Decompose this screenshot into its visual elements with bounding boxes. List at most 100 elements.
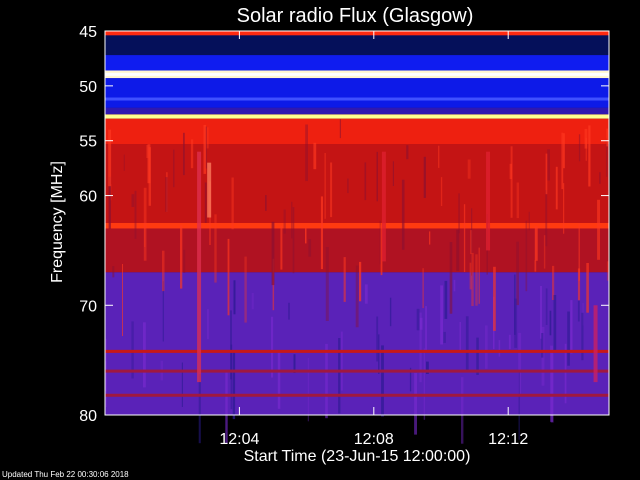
noise-streak bbox=[545, 288, 548, 325]
noise-streak bbox=[416, 308, 420, 331]
plot-area bbox=[104, 30, 610, 444]
updated-timestamp: Updated Thu Feb 22 00:30:06 2018 bbox=[2, 470, 129, 479]
noise-streak bbox=[305, 124, 308, 182]
noise-streak bbox=[459, 322, 461, 353]
noise-streak bbox=[588, 125, 591, 187]
noise-streak bbox=[493, 266, 496, 331]
noise-streak bbox=[581, 312, 584, 361]
noise-streak bbox=[320, 196, 323, 270]
noise-streak bbox=[225, 371, 228, 444]
noise-streak bbox=[364, 284, 368, 304]
burst bbox=[197, 151, 202, 383]
noise-streak bbox=[563, 133, 565, 169]
noise-streak bbox=[232, 350, 236, 420]
y-tick-label: 70 bbox=[79, 298, 97, 315]
noise-streak bbox=[280, 225, 283, 270]
noise-streak bbox=[456, 229, 460, 272]
burst bbox=[207, 162, 212, 218]
noise-streak bbox=[440, 177, 443, 206]
noise-streak bbox=[108, 176, 111, 229]
noise-streak bbox=[379, 220, 381, 265]
x-tick-label: 12:04 bbox=[219, 431, 259, 448]
noise-streak bbox=[180, 225, 183, 289]
noise-streak bbox=[585, 137, 587, 161]
noise-streak bbox=[605, 138, 608, 177]
y-tick-label: 80 bbox=[79, 408, 97, 425]
noise-streak bbox=[108, 129, 112, 187]
burst bbox=[486, 151, 491, 251]
noise-streak bbox=[143, 322, 146, 388]
noise-streak bbox=[381, 345, 384, 417]
noise-streak bbox=[582, 303, 584, 326]
noise-streak bbox=[376, 316, 379, 362]
noise-streak bbox=[325, 343, 328, 419]
noise-streak bbox=[553, 295, 557, 351]
noise-streak bbox=[438, 145, 440, 168]
noise-streak bbox=[545, 190, 548, 247]
noise-streak bbox=[567, 311, 570, 366]
plot-frame bbox=[104, 30, 610, 416]
noise-streak bbox=[534, 226, 538, 261]
noise-streak bbox=[606, 261, 609, 281]
noise-streak bbox=[364, 162, 367, 201]
emission-line bbox=[105, 369, 609, 373]
emission-line bbox=[105, 115, 609, 119]
noise-streak bbox=[230, 310, 232, 380]
noise-streak bbox=[453, 279, 456, 292]
noise-streak bbox=[443, 331, 446, 343]
noise-streak bbox=[112, 266, 115, 278]
noise-streak bbox=[143, 187, 147, 261]
noise-streak bbox=[426, 361, 429, 374]
x-tick-label: 12:12 bbox=[488, 431, 528, 448]
noise-streak bbox=[230, 344, 233, 410]
noise-streak bbox=[214, 214, 217, 283]
frequency-band bbox=[105, 118, 609, 145]
noise-streak bbox=[518, 371, 520, 440]
noise-streak bbox=[549, 310, 552, 336]
noise-streak bbox=[577, 300, 580, 322]
noise-streak bbox=[206, 127, 209, 149]
frequency-band bbox=[105, 78, 609, 108]
noise-streak bbox=[198, 373, 201, 444]
noise-streak bbox=[233, 280, 236, 315]
noise-streak bbox=[409, 367, 412, 392]
noise-streak bbox=[227, 238, 230, 316]
noise-streak bbox=[271, 221, 275, 286]
noise-streak bbox=[251, 293, 254, 310]
noise-streak bbox=[190, 139, 194, 169]
noise-streak bbox=[324, 153, 326, 219]
noise-streak bbox=[552, 265, 555, 300]
noise-streak bbox=[401, 179, 405, 250]
noise-streak bbox=[577, 268, 581, 301]
noise-streak bbox=[338, 338, 341, 414]
emission-line bbox=[105, 393, 609, 397]
noise-streak bbox=[458, 193, 460, 234]
noise-streak bbox=[555, 166, 558, 210]
noise-streak bbox=[606, 128, 608, 147]
noise-streak bbox=[347, 178, 349, 194]
noise-streak bbox=[271, 316, 274, 378]
emission-line bbox=[105, 72, 609, 76]
noise-streak bbox=[165, 177, 168, 212]
x-axis-label: Start Time (23-Jun-15 12:00:00) bbox=[244, 448, 471, 465]
noise-streak bbox=[425, 306, 427, 353]
noise-streak bbox=[173, 149, 175, 188]
frequency-band bbox=[105, 35, 609, 56]
noise-streak bbox=[134, 190, 137, 239]
noise-streak bbox=[429, 231, 431, 245]
noise-streak bbox=[265, 195, 267, 211]
noise-streak bbox=[540, 286, 542, 339]
noise-streak bbox=[207, 309, 209, 340]
y-tick-label: 45 bbox=[79, 24, 97, 41]
noise-streak bbox=[131, 194, 135, 207]
y-tick-label: 55 bbox=[79, 134, 97, 151]
emission-line bbox=[105, 349, 609, 353]
noise-streak bbox=[465, 316, 469, 373]
frequency-band bbox=[105, 107, 609, 115]
radio-bursts bbox=[197, 151, 598, 383]
noise-streak bbox=[514, 274, 516, 335]
noise-streak bbox=[476, 337, 479, 375]
noise-streak bbox=[570, 300, 573, 354]
noise-streak bbox=[181, 362, 183, 407]
